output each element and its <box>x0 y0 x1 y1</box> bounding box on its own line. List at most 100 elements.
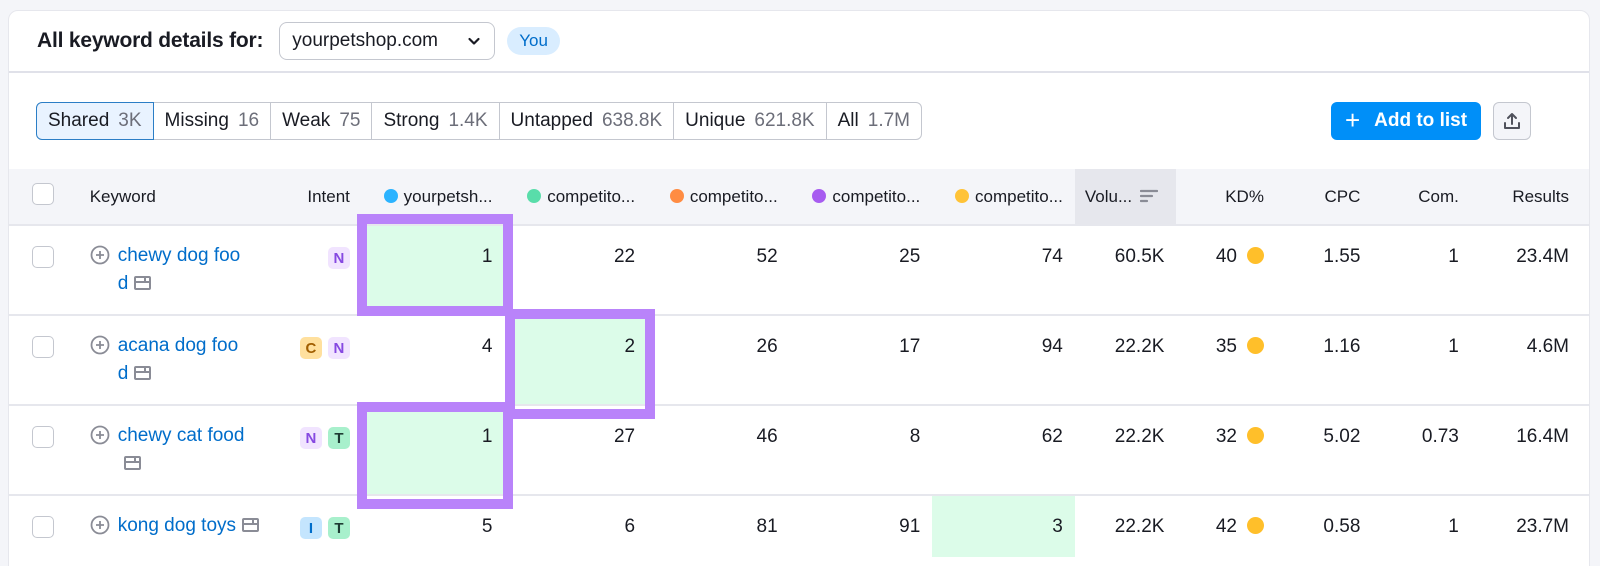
position-cell: 17 <box>899 336 921 357</box>
tab-count: 1.7M <box>867 110 910 131</box>
keyword-link[interactable]: acana dog food <box>118 332 246 388</box>
keyword-link[interactable]: kong dog toys <box>118 512 270 540</box>
position-cell: 6 <box>624 516 636 537</box>
col-results[interactable]: Results <box>1512 186 1569 206</box>
row-select-cell <box>9 315 77 405</box>
position-cell: 26 <box>756 336 778 357</box>
col-domain5[interactable]: competito... <box>932 169 1075 225</box>
tab-label: Strong <box>383 110 440 131</box>
add-keyword-icon[interactable] <box>90 515 110 535</box>
intent-badge-transactional: T <box>327 427 350 449</box>
domain-color-dot <box>812 188 827 203</box>
position-cell: 22 <box>613 246 636 267</box>
results-cell: 4.6M <box>1526 336 1569 357</box>
position-cell: 94 <box>1041 336 1063 357</box>
keywords-table: Keyword Intent yourpetsh... competito...… <box>9 169 1589 557</box>
cpc-cell: 0.58 <box>1323 516 1361 537</box>
tab-missing[interactable]: Missing 16 <box>152 102 272 140</box>
add-to-list-button[interactable]: + Add to list <box>1331 102 1481 140</box>
serp-features-icon[interactable] <box>123 456 141 470</box>
col-domain1[interactable]: yourpetsh... <box>362 169 505 225</box>
position-cell: 1 <box>361 405 505 495</box>
position-cell: 25 <box>899 246 921 267</box>
position-cell: 46 <box>756 426 778 447</box>
select-all-checkbox[interactable] <box>31 183 54 205</box>
cpc-cell: 1.55 <box>1323 246 1361 267</box>
kd-cell: 32 <box>1176 405 1276 495</box>
position-cell: 52 <box>756 246 778 267</box>
cpc-cell: 1.16 <box>1323 336 1361 357</box>
col-intent[interactable]: Intent <box>307 186 350 206</box>
tab-strong[interactable]: Strong 1.4K <box>371 102 500 140</box>
tab-count: 1.4K <box>448 110 488 131</box>
serp-features-icon[interactable] <box>242 518 260 532</box>
keyword-link[interactable]: chewy dog food <box>118 242 246 298</box>
intent-badge-navigational: N <box>299 427 322 449</box>
intent-badge-informational: I <box>299 517 322 539</box>
com-cell: 1 <box>1448 246 1459 267</box>
intent-badge-navigational: N <box>327 247 350 269</box>
keyword-cell: chewy dog food <box>77 225 282 315</box>
tab-weak[interactable]: Weak 75 <box>270 102 373 140</box>
results-cell: 23.4M <box>1516 246 1569 267</box>
col-domain3[interactable]: competito... <box>647 169 790 225</box>
add-keyword-icon[interactable] <box>90 245 110 265</box>
col-cpc[interactable]: CPC <box>1324 186 1361 206</box>
keyword-cell: acana dog food <box>77 315 282 405</box>
volume-cell: 22.2K <box>1114 426 1165 447</box>
tab-label: Untapped <box>510 110 593 131</box>
export-button[interactable] <box>1493 102 1531 140</box>
keyword-text: chewy cat food <box>117 425 245 446</box>
row-checkbox[interactable] <box>31 426 54 448</box>
keyword-cell: kong dog toys <box>77 495 282 557</box>
col-com[interactable]: Com. <box>1418 186 1459 206</box>
keyword-details-card: All keyword details for: yourpetshop.com… <box>8 10 1590 566</box>
col-label: competito... <box>689 186 778 206</box>
sort-desc-icon <box>1140 189 1159 202</box>
position-cell: 62 <box>1041 426 1063 447</box>
export-icon <box>1504 113 1520 129</box>
results-cell: 16.4M <box>1516 426 1569 447</box>
keyword-text: chewy dog food <box>117 245 241 294</box>
col-kd[interactable]: KD% <box>1225 186 1264 206</box>
keyword-text: acana dog food <box>117 335 239 384</box>
serp-features-icon[interactable] <box>134 276 152 290</box>
position-cell: 8 <box>909 426 921 447</box>
kd-value: 42 <box>1215 516 1237 537</box>
add-keyword-icon[interactable] <box>90 425 110 445</box>
tab-untapped[interactable]: Untapped 638.8K <box>498 102 675 140</box>
add-keyword-icon[interactable] <box>90 335 110 355</box>
serp-features-icon[interactable] <box>134 366 152 380</box>
keyword-link[interactable]: chewy cat food <box>118 422 246 478</box>
row-checkbox[interactable] <box>31 246 54 268</box>
tab-unique[interactable]: Unique 621.8K <box>673 102 827 140</box>
col-keyword[interactable]: Keyword <box>89 186 156 206</box>
position-cell: 1 <box>361 225 505 315</box>
plus-icon: + <box>1344 105 1361 135</box>
keyword-cell: chewy cat food <box>77 405 282 495</box>
row-checkbox[interactable] <box>31 336 54 358</box>
com-cell: 1 <box>1448 516 1459 537</box>
col-volume[interactable]: Volu... <box>1074 169 1177 225</box>
domain-select[interactable]: yourpetshop.com <box>279 22 496 60</box>
col-domain2[interactable]: competito... <box>505 169 648 225</box>
tab-all[interactable]: All 1.7M <box>825 102 922 140</box>
tab-shared[interactable]: Shared 3K <box>36 102 154 140</box>
kd-difficulty-dot <box>1246 247 1264 264</box>
col-domain4[interactable]: competito... <box>790 169 933 225</box>
row-checkbox[interactable] <box>31 516 54 538</box>
kd-value: 35 <box>1215 336 1237 357</box>
tab-count: 75 <box>339 110 361 131</box>
tab-label: All <box>837 110 859 131</box>
select-all-cell <box>9 169 77 225</box>
position-cell: 74 <box>1041 246 1063 267</box>
kd-difficulty-dot <box>1246 517 1264 534</box>
table-row: chewy dog food N 1 22 52 25 74 60.5K 40 … <box>9 225 1589 315</box>
row-select-cell <box>9 405 77 495</box>
position-cell: 4 <box>481 336 493 357</box>
